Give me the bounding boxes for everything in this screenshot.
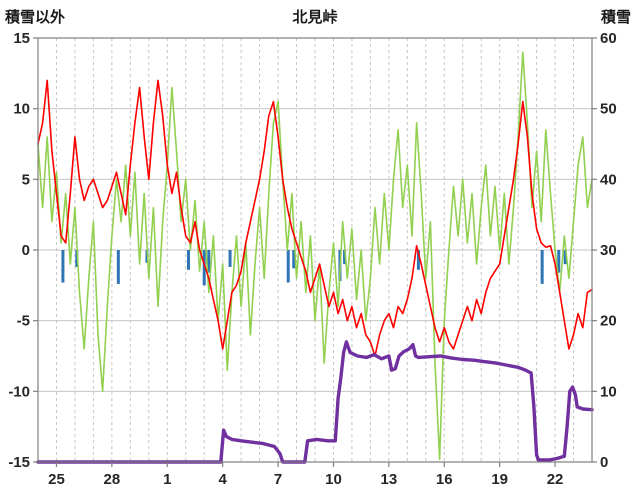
svg-text:10: 10 <box>600 383 617 400</box>
svg-text:20: 20 <box>600 313 617 330</box>
svg-text:-10: -10 <box>8 383 30 400</box>
svg-text:30: 30 <box>600 242 617 259</box>
svg-text:22: 22 <box>547 471 564 488</box>
svg-text:10: 10 <box>325 471 342 488</box>
left-axis-title: 積雪以外 <box>5 9 66 26</box>
svg-text:13: 13 <box>381 471 398 488</box>
red-line <box>37 79 593 357</box>
purple-snow-depth <box>36 340 594 464</box>
svg-text:28: 28 <box>104 471 121 488</box>
svg-text:4: 4 <box>218 471 227 488</box>
green-line <box>37 51 593 460</box>
svg-text:50: 50 <box>600 101 617 118</box>
svg-text:16: 16 <box>436 471 453 488</box>
chart-title: 北見峠 <box>292 9 338 26</box>
svg-text:10: 10 <box>13 101 30 118</box>
svg-text:1: 1 <box>163 471 171 488</box>
svg-text:0: 0 <box>600 454 608 471</box>
svg-text:7: 7 <box>274 471 282 488</box>
svg-text:60: 60 <box>600 30 617 47</box>
svg-text:-5: -5 <box>17 313 30 330</box>
right-axis-title: 積雪 <box>600 9 631 26</box>
axis-ticks-and-labels: -15 -10 -5 0 5 10 15 0 10 20 30 40 50 60 25 28 1 4 7 10 13 16… <box>8 30 616 488</box>
svg-text:25: 25 <box>48 471 65 488</box>
svg-text:40: 40 <box>600 171 617 188</box>
svg-text:-15: -15 <box>8 454 30 471</box>
svg-text:5: 5 <box>22 171 30 188</box>
svg-text:15: 15 <box>13 30 30 47</box>
svg-text:19: 19 <box>491 471 508 488</box>
svg-text:0: 0 <box>22 242 30 259</box>
